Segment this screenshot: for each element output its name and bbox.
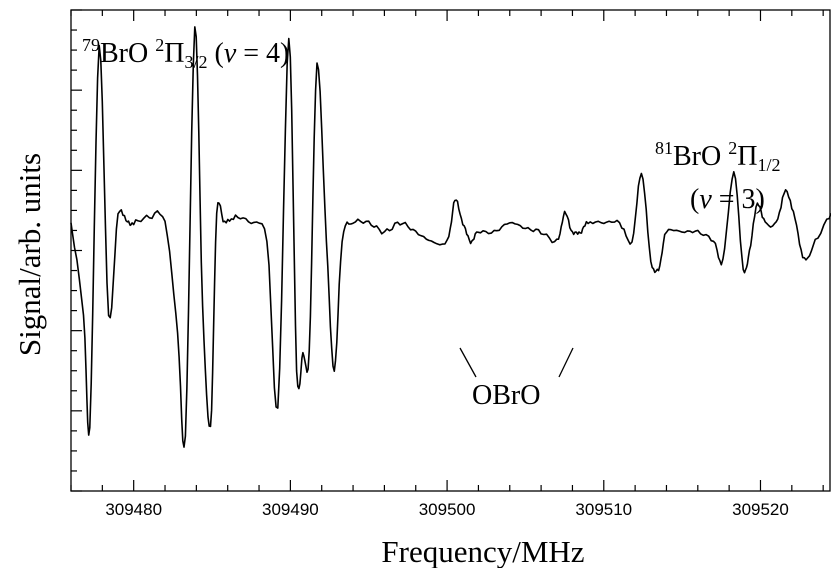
plot-frame <box>70 9 831 492</box>
x-tick-label: 309480 <box>105 500 162 519</box>
vib-81: = 3) <box>711 184 765 215</box>
label-79bro: 79BrO 2Π3/2 (v = 4) <box>82 36 290 71</box>
y-axis-title: Signal/arb. units <box>12 153 47 356</box>
x-tick-label: 309510 <box>575 500 632 519</box>
isotope-79: 79 <box>82 35 100 55</box>
axis-ticks <box>70 9 824 492</box>
vib-79: = 4) <box>236 38 290 69</box>
pi-81: Π <box>737 141 758 172</box>
x-tick-labels: 309480 309490 309500 309510 309520 <box>105 500 789 519</box>
molecule-79: BrO <box>100 38 156 69</box>
signal-trace <box>70 26 831 448</box>
x-tick-label: 309520 <box>732 500 789 519</box>
spin-81: 2 <box>728 138 738 158</box>
v-81: v <box>699 184 712 215</box>
molecule-81: BrO <box>673 141 729 172</box>
obro-leader-right <box>558 347 574 378</box>
v-79: v <box>223 38 237 69</box>
isotope-81: 81 <box>655 138 673 158</box>
obro-leader-left <box>459 347 477 378</box>
x-axis-title: Frequency/MHz <box>381 534 584 568</box>
omega-79: 3/2 <box>184 52 208 72</box>
open-81: ( <box>690 184 700 215</box>
label-81bro-vib: (v = 3) <box>690 186 765 214</box>
x-tick-label: 309490 <box>262 500 319 519</box>
x-tick-label: 309500 <box>419 500 476 519</box>
label-obro: OBrO <box>472 380 541 411</box>
omega-81: 1/2 <box>757 155 781 175</box>
spin-79: 2 <box>155 35 165 55</box>
open-79: ( <box>207 38 224 69</box>
pi-79: Π <box>164 38 185 69</box>
label-81bro: 81BrO 2Π1/2 <box>655 139 780 174</box>
